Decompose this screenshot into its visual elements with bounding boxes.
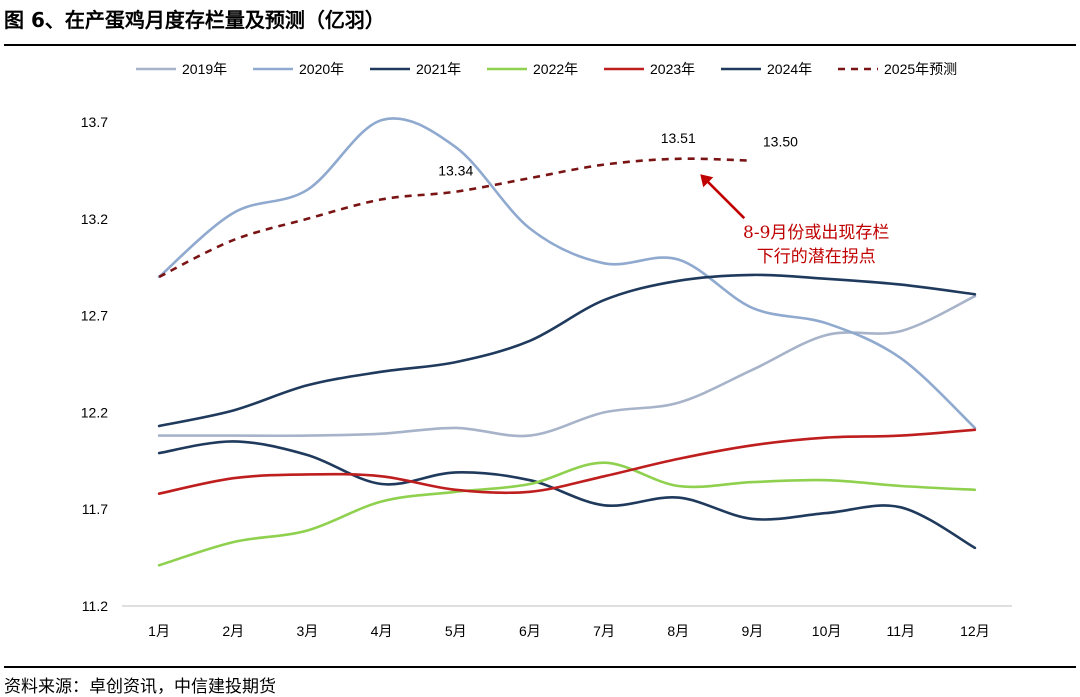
bottom-rule (4, 666, 1076, 668)
legend-label: 2024年 (767, 61, 812, 77)
series-line-1 (157, 294, 977, 438)
x-tick-label: 11月 (886, 623, 915, 639)
figure-title: 图 6、在产蛋鸡月度存栏量及预测（亿羽） (4, 8, 385, 32)
x-tick-label: 5月 (445, 623, 467, 639)
series-line-5 (157, 428, 977, 495)
y-tick-label: 12.2 (81, 404, 108, 420)
chart-legend: 2019年 2020年 2021年 2022年 2023年 2024年 2025年预测 (136, 61, 957, 77)
y-tick-label: 11.7 (82, 501, 108, 517)
x-tick-label: 8月 (667, 623, 689, 639)
data-label: 13.51 (661, 130, 696, 146)
series-line-2 (157, 117, 977, 430)
series-line-3 (157, 440, 977, 550)
y-tick-label: 13.2 (81, 211, 108, 227)
series-line-4 (157, 461, 977, 567)
series-line-7 (158, 157, 753, 279)
x-tick-label: 3月 (297, 623, 319, 639)
x-tick-label: 4月 (371, 623, 393, 639)
legend-label: 2022年 (533, 61, 578, 77)
x-tick-label: 12月 (960, 623, 990, 639)
legend-label: 2021年 (416, 61, 461, 77)
legend-label: 2025年预测 (884, 61, 957, 77)
y-tick-label: 11.2 (82, 598, 108, 614)
annotation-text-line-1: 8-9月份或出现存栏 (743, 223, 889, 243)
annotation-arrow-head (700, 174, 714, 188)
source-note: 资料来源：卓创资讯，中信建投期货 (4, 677, 276, 697)
top-rule (4, 44, 1076, 46)
x-tick-label: 10月 (812, 623, 842, 639)
legend-label: 2023年 (650, 61, 695, 77)
data-label: 13.34 (438, 163, 473, 179)
legend-label: 2020年 (299, 61, 344, 77)
x-tick-label: 9月 (742, 623, 764, 639)
annotation-text-line-2: 下行的潜在拐点 (757, 247, 876, 267)
chart-data-labels: 13.34 13.51 13.50 (438, 130, 798, 179)
y-tick-label: 12.7 (81, 308, 108, 324)
annotation-arrow-shaft (704, 178, 746, 220)
y-tick-label: 13.7 (81, 114, 108, 130)
x-tick-label: 6月 (519, 623, 541, 639)
x-tick-label: 1月 (148, 623, 170, 639)
data-label: 13.50 (763, 134, 798, 150)
series-line-6 (157, 273, 977, 428)
x-tick-label: 2月 (222, 623, 244, 639)
chart-axes: 11.2 11.7 12.2 12.7 13.2 13.7 1月 2月 3月 4月 5月 6月 7月 8月… (81, 114, 1012, 639)
egg-hen-inventory-chart: 2019年 2020年 2021年 2022年 2023年 2024年 2025年预测 11… (81, 61, 1012, 639)
x-tick-label: 7月 (593, 623, 615, 639)
legend-label: 2019年 (182, 61, 227, 77)
chart-series (157, 117, 977, 567)
